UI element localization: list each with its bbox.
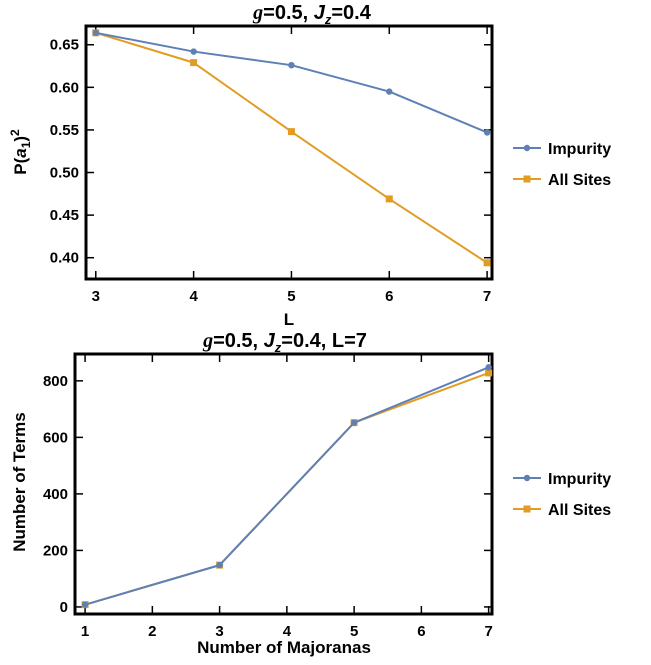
legend-impurity-marker [523,144,531,152]
legend-impurity-label: Impurity [548,471,611,488]
legend-all-sites-marker [523,175,531,183]
data-point-impurity [483,129,491,136]
chart-top-series [92,29,491,267]
data-point-impurity [216,561,223,569]
data-point-impurity [190,48,197,55]
chart-bottom: g=0.5, Jz=0.4, L=7 0 200 400 600 800 1 2 3 4 5 6 7… [10,330,611,657]
y-tick-label: 0.55 [50,122,79,139]
chart-top-y-ticks: 0.40 0.45 0.50 0.55 0.60 0.65 [50,37,492,267]
y-tick-label: 0.40 [50,250,79,267]
y-tick-label: 0 [60,599,68,616]
legend-entry-all-sites: All Sites [513,172,611,189]
y-tick-label: 600 [43,429,68,446]
data-point-impurity [288,61,295,69]
series-line-all-sites [84,371,489,606]
series-line-impurity [84,366,490,606]
data-point-all-sites [485,369,493,377]
legend-impurity-label: Impurity [548,141,611,158]
x-tick-label: 7 [484,623,492,640]
data-point-impurity [485,364,492,371]
x-tick-label: 5 [350,623,358,640]
chart-top: g=0.5, Jz=0.4 0.40 0.45 0.50 0.55 0.60 0.65 3… [8,2,611,329]
legend-all-sites-label: All Sites [548,172,611,189]
chart-top-x-ticks: 3 4 5 6 7 [92,26,491,305]
chart-top-ylabel: P(a1)2 [8,129,33,175]
x-tick-label: 7 [483,288,491,305]
chart-top-frame [84,24,494,281]
data-point-all-sites [190,59,198,67]
x-tick-label: 1 [81,623,89,640]
x-tick-label: 3 [215,623,223,640]
x-tick-label: 4 [283,623,292,640]
x-tick-label: 6 [385,288,393,305]
y-tick-label: 800 [43,373,68,390]
chart-top-xlabel: L [284,310,294,329]
y-tick-label: 0.45 [50,207,79,224]
chart-bottom-legend: Impurity All Sites [513,471,611,519]
series-line-impurity [95,31,488,134]
data-point-all-sites [385,195,393,203]
y-tick-label: 0.50 [50,165,79,182]
legend-all-sites-marker [523,505,531,513]
legend-impurity-marker [523,474,531,482]
x-tick-label: 6 [417,623,425,640]
data-point-impurity [81,601,89,608]
x-tick-label: 2 [148,623,156,640]
legend-entry-impurity: Impurity [513,471,611,488]
chart-bottom-x-ticks: 1 2 3 4 5 6 7 [81,354,493,640]
chart-top-legend: Impurity All Sites [513,141,611,189]
legend-entry-impurity: Impurity [513,141,611,158]
x-tick-label: 5 [287,288,295,305]
chart-top-title: g=0.5, Jz=0.4 [252,2,372,27]
x-tick-label: 3 [92,288,100,305]
chart-bottom-series [81,364,493,609]
chart-bottom-frame [73,352,494,616]
data-point-impurity [92,29,99,37]
y-tick-label: 200 [43,542,68,559]
chart-bottom-y-ticks: 0 200 400 600 800 [43,373,492,616]
chart-bottom-ylabel: Number of Terms [10,412,29,552]
chart-bottom-title: g=0.5, Jz=0.4, L=7 [202,330,367,355]
x-tick-label: 4 [189,288,198,305]
data-point-all-sites [483,259,491,267]
data-point-impurity [386,88,393,95]
y-tick-label: 0.60 [50,79,79,96]
y-tick-label: 400 [43,486,68,503]
chart-bottom-xlabel: Number of Majoranas [197,638,371,657]
legend-entry-all-sites: All Sites [513,502,611,519]
data-point-all-sites [287,128,295,136]
y-tick-label: 0.65 [50,37,79,54]
data-point-impurity [350,419,358,426]
legend-all-sites-label: All Sites [548,502,611,519]
